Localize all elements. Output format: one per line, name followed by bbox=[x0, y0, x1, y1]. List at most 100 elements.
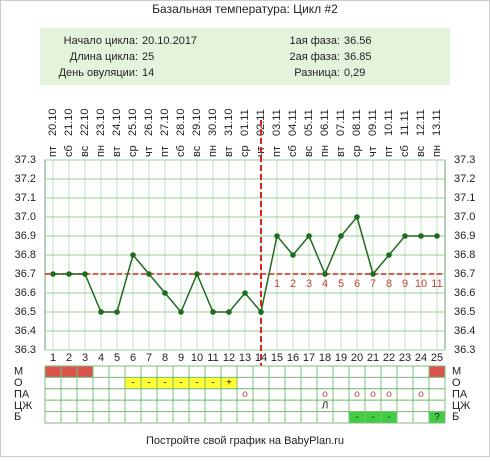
temperature-point bbox=[226, 309, 232, 315]
table-cell bbox=[156, 388, 174, 401]
y-tick-label: 37.2 bbox=[15, 173, 36, 185]
y2-tick-label: 36.9 bbox=[454, 230, 475, 242]
weekday-label: пт bbox=[47, 146, 59, 157]
date-label: 11.11 bbox=[399, 110, 411, 136]
x-tick-label: 6 bbox=[130, 352, 136, 364]
weekday-label: пн bbox=[319, 145, 331, 157]
weekday-label: вт bbox=[111, 146, 123, 157]
table-cell bbox=[188, 365, 206, 378]
date-label: 23.10 bbox=[95, 108, 107, 136]
table-cell bbox=[428, 411, 446, 424]
table-cell bbox=[60, 388, 78, 401]
table-cell bbox=[396, 411, 414, 424]
row-label-right: ПА bbox=[452, 388, 468, 400]
temperature-point bbox=[258, 309, 264, 315]
table-cell bbox=[188, 388, 206, 401]
footer: Постройте свой график на BabyPlan.ru bbox=[146, 435, 344, 447]
table-cell bbox=[236, 376, 254, 390]
y2-tick-label: 37.2 bbox=[454, 173, 475, 185]
weekday-label: чт bbox=[367, 146, 379, 157]
cell-text: - bbox=[355, 412, 358, 423]
weekday-label: пт bbox=[159, 146, 171, 157]
cell-text: - bbox=[195, 378, 198, 389]
table-cell bbox=[412, 365, 430, 378]
table-cell bbox=[268, 411, 286, 424]
table-cell bbox=[364, 399, 382, 413]
table-cell bbox=[396, 388, 414, 401]
date-label: 09.11 bbox=[367, 109, 379, 136]
temperature-point bbox=[162, 290, 168, 296]
info-label: Разница: bbox=[294, 67, 340, 79]
temperature-point bbox=[434, 233, 440, 239]
table-cell bbox=[108, 376, 126, 390]
luteal-day-label: 5 bbox=[338, 278, 344, 290]
table-cell bbox=[140, 388, 158, 401]
info-value: 0,29 bbox=[344, 67, 365, 79]
date-label: 12.11 bbox=[415, 109, 427, 136]
table-cell bbox=[92, 365, 110, 378]
row-label: Б bbox=[14, 411, 21, 423]
date-label: 13.11 bbox=[431, 109, 443, 136]
row-label: М bbox=[14, 366, 23, 378]
cell-text: o bbox=[386, 389, 392, 400]
table-cell bbox=[332, 388, 350, 401]
table-cell bbox=[220, 411, 238, 424]
y2-tick-label: 36.4 bbox=[454, 325, 475, 337]
weekday-label: пн bbox=[431, 145, 443, 157]
table-cell bbox=[140, 365, 158, 378]
table-cell bbox=[252, 388, 270, 401]
temperature-point bbox=[418, 233, 424, 239]
table-cell bbox=[236, 365, 254, 378]
weekday-label: вс bbox=[191, 145, 203, 157]
table-cell bbox=[332, 399, 350, 413]
temperature-point bbox=[322, 271, 328, 277]
table-cell bbox=[332, 376, 350, 390]
table-cell bbox=[396, 365, 414, 378]
table-cell bbox=[188, 399, 206, 413]
luteal-day-label: 10 bbox=[415, 278, 427, 290]
y2-tick-label: 36.8 bbox=[454, 249, 475, 261]
info-label: Начало цикла: bbox=[64, 35, 138, 47]
weekday-label: вт bbox=[223, 146, 235, 157]
date-label: 06.11 bbox=[319, 109, 331, 136]
x-tick-label: 22 bbox=[383, 352, 395, 364]
table-cell bbox=[284, 376, 302, 390]
y-tick-label: 36.7 bbox=[15, 268, 36, 280]
luteal-day-label: 3 bbox=[306, 278, 312, 290]
weekday-label: сб bbox=[175, 145, 187, 157]
luteal-day-label: 4 bbox=[322, 278, 328, 290]
x-tick-label: 18 bbox=[319, 352, 331, 364]
x-tick-label: 10 bbox=[191, 352, 203, 364]
temperature-point bbox=[194, 271, 200, 277]
table-cell bbox=[316, 365, 334, 378]
date-label: 27.10 bbox=[159, 108, 171, 136]
cell-text: Л bbox=[322, 401, 329, 412]
cell-text: - bbox=[163, 378, 166, 389]
table-cell bbox=[188, 411, 206, 424]
table-cell bbox=[364, 365, 382, 378]
temperature-point bbox=[354, 214, 360, 220]
table-cell bbox=[252, 411, 270, 424]
table-cell bbox=[300, 376, 318, 390]
row-label: ПА bbox=[14, 388, 30, 400]
table-cell bbox=[44, 411, 62, 424]
table-cell bbox=[348, 399, 366, 413]
temperature-point bbox=[82, 271, 88, 277]
table-cell bbox=[44, 399, 62, 413]
table-cell bbox=[300, 365, 318, 378]
x-tick-label: 9 bbox=[178, 352, 184, 364]
table-cell bbox=[364, 376, 382, 390]
luteal-day-label: 11 bbox=[431, 278, 442, 290]
cell-text: ? bbox=[434, 412, 440, 423]
table-cell bbox=[92, 388, 110, 401]
table-cell bbox=[236, 411, 254, 424]
date-label: 28.10 bbox=[175, 108, 187, 136]
y-tick-label: 36.3 bbox=[15, 344, 36, 356]
table-cell bbox=[428, 365, 446, 378]
table-cell bbox=[412, 399, 430, 413]
y-tick-label: 37.3 bbox=[15, 154, 36, 166]
table-cell bbox=[316, 411, 334, 424]
temperature-point bbox=[98, 309, 104, 315]
table-cell bbox=[172, 399, 190, 413]
table-cell bbox=[268, 399, 286, 413]
